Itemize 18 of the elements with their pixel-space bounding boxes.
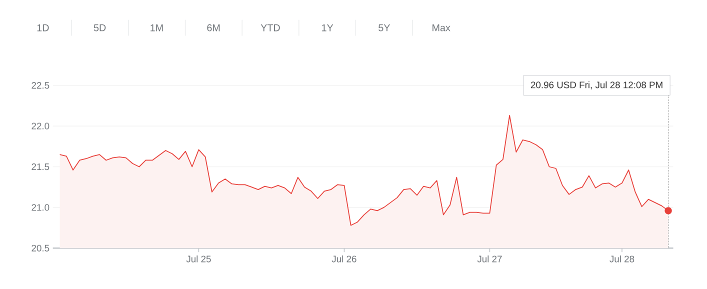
y-tick-label: 21.0	[32, 204, 50, 211]
text: 6M	[207, 24, 220, 32]
text: YTD	[260, 24, 280, 32]
annotation: 20.96 USD Fri, Jul 28 12:08 PM	[530, 81, 662, 90]
y-tick-label: 20.5	[32, 244, 50, 252]
y-tick-label: 22.5	[32, 82, 50, 89]
text: 5D	[94, 24, 106, 32]
x-tick-label: Jul 27	[477, 256, 502, 262]
text: 5Y	[378, 24, 390, 32]
y-tick-label: 22.0	[32, 122, 50, 130]
text: Max	[432, 24, 450, 32]
text: 1M	[150, 24, 163, 32]
x-tick-label: Jul 25	[186, 256, 211, 262]
text: 1Y	[322, 24, 334, 32]
y-tick-label: 21.5	[32, 164, 50, 170]
x-tick-label: Jul 28	[610, 256, 634, 262]
text: 1D	[37, 24, 49, 32]
x-tick-label: Jul 26	[332, 256, 356, 262]
